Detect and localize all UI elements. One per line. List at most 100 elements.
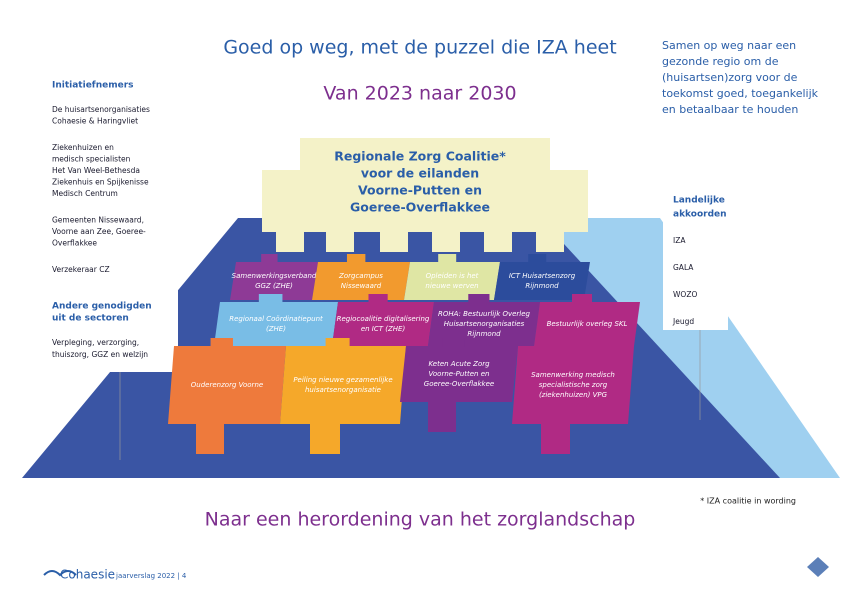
piece-label: Rijnmond (525, 282, 559, 290)
top-piece-tab (536, 230, 564, 252)
puzzle-tab (556, 338, 580, 347)
panel-heading: Landelijke (673, 196, 725, 206)
top-piece-label: Regionale Zorg Coalitie* (334, 149, 506, 164)
puzzle-tab (346, 254, 366, 263)
panel-item: Ziekenhuizen en (52, 143, 114, 152)
puzzle-piece (400, 346, 518, 402)
panel-item: medisch specialisten (52, 155, 131, 164)
top-piece-tab (326, 230, 354, 252)
floor-light (540, 218, 840, 478)
panel-item: Verpleging, verzorging, (52, 338, 139, 347)
puzzle-piece (428, 302, 540, 346)
accord-item: WOZO (673, 290, 697, 299)
puzzle-tab (528, 254, 547, 263)
panel-item: De huisartsenorganisaties (52, 105, 150, 114)
puzzle-tab (541, 424, 570, 454)
top-piece-tab (380, 230, 408, 252)
puzzle-tab (310, 424, 340, 454)
brand: Cohaesie (60, 568, 115, 582)
puzzle-piece (280, 346, 406, 424)
panel-heading: Andere genodigden (52, 302, 152, 312)
puzzle-piece (332, 302, 434, 346)
piece-label: Zorgcampus (338, 272, 383, 280)
puzzle-piece (168, 346, 286, 424)
piece-label: huisartsenorganisatie (305, 386, 381, 394)
piece-label: Keten Acute Zorg (428, 360, 490, 368)
top-piece (300, 138, 550, 178)
bottom-title: Naar een herordening van het zorglandsch… (205, 509, 636, 531)
panel-item: Medisch Centrum (52, 189, 118, 198)
puzzle-tab (325, 338, 350, 347)
top-piece (262, 170, 588, 232)
panel-item: Overflakkee (52, 239, 97, 248)
piece-label: Regionaal Coördinatiepunt (229, 315, 323, 323)
piece-label: specialistische zorg (539, 381, 608, 389)
puzzle-tab (210, 338, 233, 347)
top-piece-tab (432, 230, 460, 252)
puzzle-tab (468, 294, 490, 303)
piece-label: (ziekenhuizen) VPG (539, 391, 608, 399)
logo (43, 570, 77, 577)
puzzle-piece (312, 262, 410, 300)
accord-item: Jeugd (672, 317, 694, 326)
top-piece-tab (484, 230, 512, 252)
panel-item: Ziekenhuis en Spijkenisse (52, 178, 149, 187)
piece-label: Bestuurlijk overleg SKL (547, 320, 628, 328)
panel-item: Gemeenten Nissewaard, (52, 216, 144, 225)
puzzle-tab (196, 424, 224, 454)
piece-label: ROHA: Bestuurlijk Overleg (438, 310, 531, 318)
page-number: jaarverslag 2022 | 4 (115, 572, 187, 580)
puzzle-tab (442, 338, 465, 347)
mission-line: toekomst goed, toegankelijk (662, 87, 819, 100)
piece-label: ICT Huisartsenzorg (509, 272, 576, 280)
puzzle-tab (368, 294, 388, 303)
piece-label: Peiling nieuwe gezamenlijke (293, 376, 392, 384)
panel-item: Cohaesie & Haringvliet (52, 117, 138, 126)
piece-label: en ICT (ZHE) (361, 325, 406, 333)
panel-item: Voorne aan Zee, Goeree- (52, 227, 146, 236)
title: Goed op weg, met de puzzel die IZA heet (223, 37, 616, 59)
right-panel (663, 183, 728, 330)
piece-label: Goeree-Overflakkee (424, 380, 494, 388)
panel-heading: uit de sectoren (52, 314, 129, 324)
subtitle: Van 2023 naar 2030 (323, 83, 516, 105)
puzzle-tab (572, 294, 592, 303)
top-piece-label: Voorne-Putten en (358, 183, 482, 198)
mission-line: en betaalbaar te houden (662, 103, 798, 116)
panel-item: Het Van Weel-Bethesda (52, 166, 140, 175)
puzzle-tab (438, 254, 457, 263)
mission-line: gezonde regio om de (662, 55, 779, 68)
home-icon (807, 557, 829, 577)
puzzle-piece (214, 302, 338, 346)
puzzle-piece (230, 262, 318, 300)
top-piece-tab (276, 230, 304, 252)
accord-item: GALA (673, 263, 694, 272)
accord-item: IZA (673, 236, 686, 245)
piece-label: (ZHE) (266, 325, 286, 333)
footnote: * IZA coalitie in wording (700, 497, 796, 506)
panel-heading: akkoorden (673, 210, 727, 220)
piece-label: Ouderenzorg Voorne (191, 381, 263, 389)
top-piece-label: Goeree-Overflakkee (350, 200, 490, 215)
piece-label: Rijnmond (467, 330, 501, 338)
piece-label: GGZ (ZHE) (255, 282, 293, 290)
panel-item: Verzekeraar CZ (52, 265, 110, 274)
puzzle-tab (428, 402, 456, 432)
top-piece-label: voor de eilanden (361, 166, 479, 181)
piece-label: Samenwerking medisch (531, 371, 615, 379)
puzzle-piece (512, 346, 634, 424)
puzzle-tab (261, 254, 278, 263)
puzzle-tab (258, 294, 283, 303)
left-panel (42, 67, 178, 372)
piece-label: Samenwerkingsverband (232, 272, 317, 280)
piece-label: Voorne-Putten en (429, 370, 490, 378)
piece-label: nieuwe werven (425, 282, 478, 290)
piece-label: Nissewaard (341, 282, 382, 290)
panel-heading: Initiatiefnemers (52, 81, 134, 91)
piece-label: Regiocoalitie digitalisering (337, 315, 430, 323)
puzzle-piece (494, 262, 590, 300)
mission-line: (huisartsen)zorg voor de (662, 71, 798, 84)
mission-line: Samen op weg naar een (662, 39, 796, 52)
